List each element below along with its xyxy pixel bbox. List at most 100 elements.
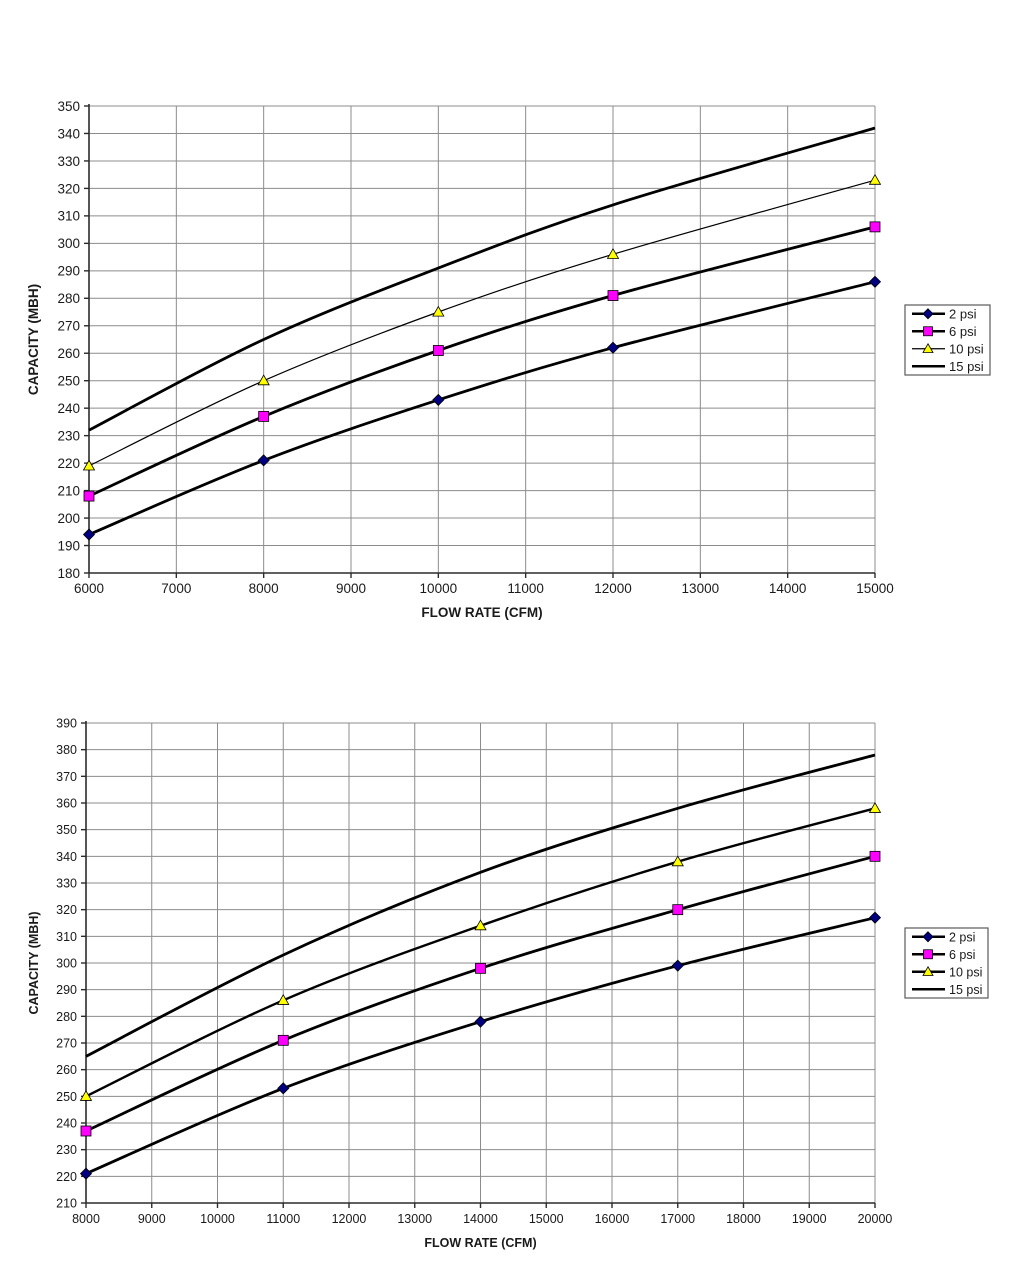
y-tick-label: 290 — [57, 264, 80, 279]
y-tick-label: 190 — [57, 538, 80, 553]
y-tick-label: 210 — [56, 1197, 77, 1211]
x-tick-label: 11000 — [266, 1212, 300, 1226]
x-tick-label: 10000 — [420, 581, 458, 596]
series-15psi-line — [88, 126, 876, 432]
gridlines — [89, 105, 876, 573]
x-tick-label: 12000 — [332, 1212, 367, 1226]
legend-label: 2 psi — [949, 306, 977, 321]
y-tick-label: 200 — [57, 511, 80, 526]
y-tick-label: 320 — [57, 181, 80, 196]
legend-label: 6 psi — [949, 324, 977, 339]
y-tick-label: 320 — [56, 903, 77, 917]
y-tick-label: 240 — [56, 1117, 77, 1131]
marker-2psi — [606, 341, 620, 354]
x-tick-label: 6000 — [74, 581, 104, 596]
x-tick-label: 9000 — [336, 581, 366, 596]
y-tick-label: 310 — [56, 930, 77, 944]
legend-marker — [923, 949, 933, 960]
y-tick-label: 250 — [56, 1090, 77, 1104]
y-tick-label: 340 — [57, 126, 80, 141]
marker-2psi — [432, 393, 445, 407]
marker-2psi — [671, 959, 684, 972]
y-axis-title: CAPACITY (MBH) — [27, 911, 41, 1014]
marker-10psi — [277, 994, 290, 1005]
legend-label: 15 psi — [949, 359, 984, 374]
x-axis-title: FLOW RATE (CFM) — [424, 1236, 536, 1250]
y-tick-label: 220 — [57, 456, 80, 471]
y-tick-label: 210 — [57, 483, 80, 498]
flow-capacity-chart-bottom: 8000 9000 10000 11000 12000 13000 14000 15000 16… — [27, 717, 989, 1250]
marker-6psi — [672, 904, 684, 916]
x-tick-label: 8000 — [249, 581, 279, 596]
y-tick-label: 380 — [56, 743, 77, 757]
marker-6psi — [432, 345, 444, 356]
y-tick-label: 350 — [57, 99, 80, 114]
y-tick-label: 180 — [57, 566, 80, 581]
y-tick-label: 290 — [56, 983, 77, 997]
y-tick-label: 220 — [56, 1170, 77, 1184]
y-tick-label: 230 — [57, 429, 80, 444]
x-tick-label: 13000 — [682, 581, 720, 596]
marker-2psi — [82, 528, 96, 541]
x-axis-title: FLOW RATE (CFM) — [421, 605, 542, 620]
y-tick-label: 300 — [56, 957, 77, 971]
marker-6psi — [869, 221, 881, 233]
marker-6psi — [475, 962, 486, 974]
y-tick-label: 300 — [57, 236, 80, 251]
marker-6psi — [83, 490, 95, 502]
x-tick-label: 19000 — [792, 1212, 827, 1226]
legend-label: 10 psi — [949, 965, 982, 979]
y-tick-label: 270 — [56, 1037, 77, 1051]
legend-label: 10 psi — [949, 341, 984, 356]
legend-label: 2 psi — [949, 930, 975, 944]
x-tick-label: 17000 — [660, 1212, 695, 1226]
y-tick-label: 280 — [56, 1010, 77, 1024]
y-tick-label: 250 — [57, 374, 80, 389]
marker-2psi — [474, 1015, 487, 1028]
marker-6psi — [80, 1125, 92, 1137]
y-tick-label: 230 — [56, 1143, 77, 1157]
marker-10psi — [79, 1090, 93, 1101]
flow-capacity-chart-top: 6000 7000 8000 9000 10000 11000 12000 13000 1400… — [26, 99, 991, 620]
tick-labels: 6000 7000 8000 9000 10000 11000 12000 13000 1400… — [57, 99, 893, 596]
marker-10psi — [606, 248, 620, 259]
marker-6psi — [258, 411, 270, 422]
marker-10psi — [82, 459, 96, 471]
x-tick-label: 13000 — [397, 1212, 432, 1226]
x-tick-label: 11000 — [507, 581, 544, 596]
marker-10psi — [474, 919, 487, 931]
legend-box — [904, 927, 989, 999]
marker-6psi — [869, 850, 881, 862]
y-tick-label: 280 — [57, 291, 80, 306]
marker-10psi — [257, 374, 270, 386]
y-tick-label: 340 — [56, 850, 77, 864]
x-tick-label: 16000 — [595, 1212, 630, 1226]
x-tick-label: 12000 — [594, 581, 632, 596]
series-2psi-line — [88, 280, 876, 536]
y-tick-label: 310 — [57, 209, 80, 224]
y-tick-label: 330 — [56, 877, 77, 891]
legend-marker — [922, 342, 934, 353]
legend-marker — [922, 965, 934, 976]
x-tick-label: 10000 — [200, 1212, 235, 1226]
marker-10psi — [432, 305, 445, 317]
legend-marker — [922, 308, 934, 320]
legend-box — [904, 304, 991, 376]
y-tick-label: 330 — [57, 154, 80, 169]
y-tick-label: 260 — [57, 346, 80, 361]
legend: 2 psi 6 psi 10 psi 15 psi — [904, 927, 989, 999]
legend-label: 15 psi — [949, 983, 982, 997]
legend-marker — [922, 931, 934, 943]
x-tick-label: 14000 — [463, 1212, 498, 1226]
y-tick-label: 370 — [56, 770, 77, 784]
y-tick-label: 350 — [56, 823, 77, 837]
x-tick-label: 7000 — [161, 581, 191, 596]
marker-10psi — [868, 173, 882, 185]
legend-label: 6 psi — [949, 948, 975, 962]
marker-6psi — [607, 290, 619, 301]
marker-2psi — [868, 911, 882, 924]
x-tick-label: 14000 — [769, 581, 807, 596]
marker-10psi — [868, 802, 882, 813]
marker-6psi — [277, 1034, 289, 1046]
